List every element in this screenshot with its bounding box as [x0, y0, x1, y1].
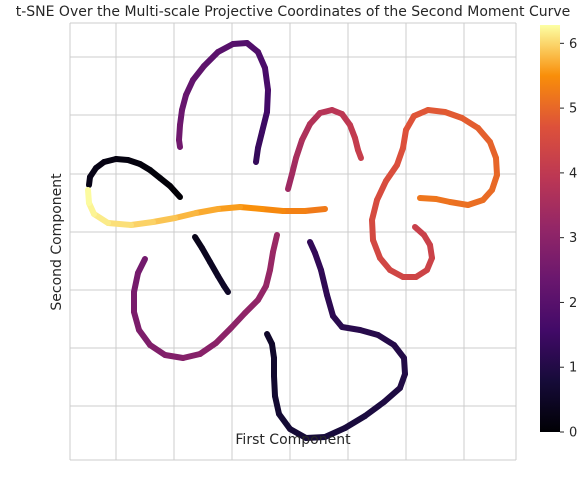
curve-segment-2 — [287, 426, 309, 441]
curve-segment-4 — [228, 310, 248, 331]
curve-segment-7 — [85, 187, 92, 206]
curve-segment-0 — [86, 174, 93, 188]
curve-segment-6 — [459, 115, 481, 131]
curve-segment-6 — [475, 125, 493, 145]
colorbar-tick-label: 2 — [569, 296, 577, 311]
colorbar-tick-label: 1 — [569, 361, 577, 376]
curve-segment-6 — [370, 237, 383, 261]
curve-segment-7 — [259, 206, 286, 214]
curve-segment-2 — [342, 413, 368, 431]
curve-segment-4 — [213, 325, 234, 346]
curve-segment-6 — [417, 195, 439, 202]
curve-segment-7 — [150, 215, 178, 225]
curve-segment-2 — [375, 332, 397, 348]
curve-segment-7 — [302, 206, 328, 214]
colorbar-tick-label: 6 — [569, 37, 577, 52]
data-series — [85, 40, 500, 441]
curve-segment-2 — [318, 267, 330, 298]
curve-segment-3 — [262, 65, 271, 93]
colorbar-tick-label: 3 — [569, 231, 577, 246]
grid-lines — [69, 22, 517, 461]
curve-segment-7 — [128, 219, 156, 228]
curve-segment-7 — [172, 210, 199, 221]
curve-segment-6 — [369, 217, 376, 243]
curve-segment-2 — [322, 425, 348, 440]
plot-area — [70, 23, 516, 460]
curve-segment-2 — [303, 434, 328, 441]
curve-segment-4 — [131, 270, 141, 295]
curve-segment-2 — [312, 250, 324, 273]
curve-segment-4 — [162, 352, 186, 361]
curve-segment-6 — [374, 178, 389, 203]
curve-segment-6 — [369, 197, 380, 223]
curve-segment-7 — [105, 220, 134, 228]
curve-segment-1 — [221, 283, 231, 295]
y-axis-label: Second Component — [49, 173, 65, 311]
curve-segment-2 — [339, 324, 363, 333]
curve-segment-6 — [394, 145, 406, 168]
curve-segment-2 — [324, 292, 336, 319]
curve-segment-3 — [264, 87, 271, 115]
curve-segment-2 — [381, 385, 403, 405]
curve-segment-3 — [201, 49, 221, 69]
curve-segment-7 — [237, 204, 265, 212]
colorbar-ticks: 0 1 2 3 4 5 6 — [560, 37, 577, 441]
curve-segment-6 — [447, 199, 471, 208]
colorbar-tick-label: 4 — [569, 166, 577, 181]
curve-segment-4 — [131, 309, 142, 333]
curve-segment-4 — [147, 342, 168, 358]
curve-segment-2 — [362, 399, 387, 419]
curve-segment-6 — [400, 127, 409, 151]
x-axis-label: First Component — [235, 432, 351, 448]
curve-segment-7 — [215, 204, 243, 212]
colorbar — [540, 25, 560, 432]
curve-segment-4 — [197, 340, 219, 357]
colorbar-tick-label: 0 — [569, 426, 577, 441]
curve-segment-2 — [307, 239, 318, 256]
curve-segment-4 — [270, 232, 280, 255]
curve-segment-2 — [271, 373, 278, 399]
curve-segment-4 — [267, 249, 276, 273]
curve-segment-5 — [293, 137, 305, 161]
curve-segment-4 — [136, 327, 153, 348]
curve-segment-7 — [193, 206, 221, 216]
curve-segment-3 — [259, 109, 270, 135]
curve-segment-2 — [357, 327, 381, 338]
curve-segment-6 — [442, 109, 465, 121]
curve-segment-2 — [272, 393, 282, 417]
colorbar-tick-label: 5 — [569, 102, 577, 117]
curve-segment-3 — [176, 137, 183, 150]
curve-segment-5 — [355, 147, 364, 161]
curve-segment-6 — [383, 162, 400, 184]
curve-segment-2 — [276, 411, 293, 432]
chart-title: t-SNE Over the Multi-scale Projective Co… — [15, 4, 571, 20]
curve-segment-4 — [242, 297, 261, 316]
